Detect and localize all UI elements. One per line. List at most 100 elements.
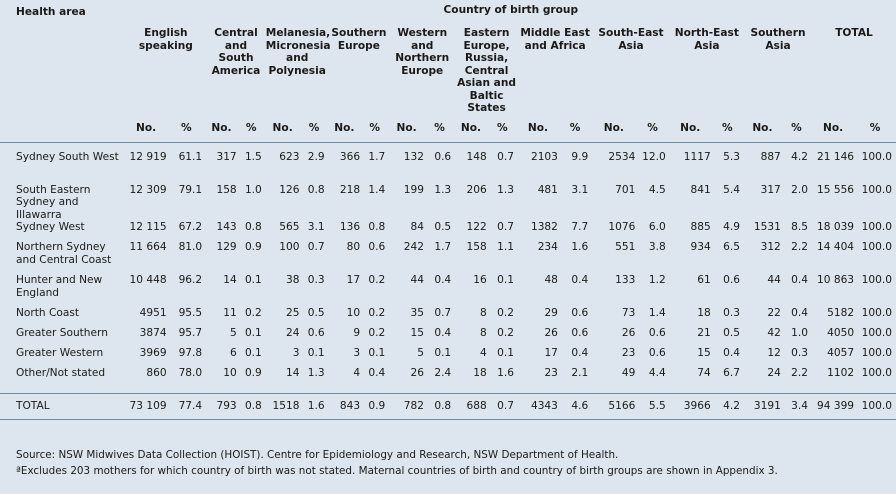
count-cell: 158 bbox=[216, 183, 237, 196]
count-cell: 4343 bbox=[517, 392, 562, 420]
percent-cell: 0.6 bbox=[307, 327, 325, 339]
percent-cell: 9.9 bbox=[571, 150, 589, 163]
count-cell: 25 bbox=[285, 307, 300, 319]
percent-cell: 100.0 bbox=[861, 274, 892, 286]
pct-subheader: % bbox=[561, 118, 593, 143]
pct-subheader: % bbox=[240, 118, 266, 143]
count-cell: 4951 bbox=[139, 307, 167, 319]
percent-cell: 5.5 bbox=[639, 392, 670, 420]
percent-cell: 61.1 bbox=[178, 150, 203, 163]
count-cell: 21 146 bbox=[816, 150, 855, 163]
count-cell: 4057 bbox=[827, 347, 855, 359]
subheader-blank bbox=[0, 118, 126, 143]
percent-cell: 1.0 bbox=[791, 327, 809, 339]
count-cell: 132 bbox=[403, 150, 424, 163]
percent-cell: 0.2 bbox=[368, 274, 386, 286]
count-cell: 143 bbox=[216, 221, 237, 233]
percent-cell: 0.5 bbox=[723, 327, 740, 339]
count-cell: 48 bbox=[544, 274, 558, 286]
percent-cell: 0.6 bbox=[648, 347, 666, 359]
count-cell: 14 bbox=[223, 274, 237, 286]
column-header: South-East Asia bbox=[598, 27, 664, 52]
count-cell: 3 bbox=[353, 347, 361, 359]
count-cell: 16 bbox=[473, 274, 487, 286]
count-cell: 17 bbox=[346, 274, 361, 286]
count-cell: 1117 bbox=[683, 150, 711, 163]
health-area-cell: Other/Not stated bbox=[16, 367, 106, 379]
count-cell: 61 bbox=[697, 274, 711, 286]
percent-cell: 0.6 bbox=[434, 150, 452, 163]
count-cell: 206 bbox=[466, 183, 487, 196]
percent-cell: 100.0 bbox=[858, 392, 896, 420]
percent-cell: 3.8 bbox=[648, 241, 666, 253]
percent-cell: 0.4 bbox=[571, 347, 589, 359]
percent-cell: 0.1 bbox=[244, 347, 262, 359]
percent-cell: 1.3 bbox=[497, 183, 514, 196]
count-cell: 4 bbox=[480, 347, 487, 359]
count-cell: 133 bbox=[615, 274, 636, 286]
count-cell: 23 bbox=[621, 347, 636, 359]
percent-cell: 1.5 bbox=[244, 150, 262, 163]
count-cell: 3874 bbox=[139, 327, 167, 339]
no-subheader: No. bbox=[206, 118, 241, 143]
column-header: English speaking bbox=[138, 27, 193, 52]
percent-cell: 0.3 bbox=[791, 347, 809, 359]
percent-cell: 0.6 bbox=[368, 241, 386, 253]
count-cell: 701 bbox=[615, 183, 636, 196]
percent-cell: 2.0 bbox=[791, 183, 809, 196]
percent-cell: 100.0 bbox=[861, 150, 892, 163]
count-cell: 73 109 bbox=[125, 392, 171, 420]
percent-cell: 1.2 bbox=[648, 274, 666, 286]
count-cell: 100 bbox=[279, 241, 300, 253]
count-cell: 14 404 bbox=[816, 241, 855, 253]
count-cell: 21 bbox=[697, 327, 711, 339]
percent-cell: 3.4 bbox=[784, 392, 813, 420]
percent-cell: 100.0 bbox=[861, 327, 892, 339]
percent-cell: 0.3 bbox=[723, 307, 740, 319]
percent-cell: 0.1 bbox=[368, 347, 386, 359]
count-cell: 793 bbox=[206, 392, 241, 420]
pct-subheader: % bbox=[490, 118, 518, 143]
no-subheader: No. bbox=[592, 118, 640, 143]
percent-cell: 0.4 bbox=[434, 327, 452, 339]
count-cell: 136 bbox=[339, 221, 361, 233]
percent-cell: 6.5 bbox=[723, 241, 740, 253]
count-cell: 18 039 bbox=[816, 221, 855, 233]
count-cell: 44 bbox=[767, 274, 781, 286]
no-subheader: No. bbox=[744, 118, 785, 143]
count-cell: 885 bbox=[690, 221, 711, 233]
table-row: Greater Southern 3874 95.7 5 0.1 24 0.6 9 0.2 15 0… bbox=[0, 327, 896, 347]
count-cell: 15 bbox=[410, 327, 424, 339]
count-cell: 148 bbox=[466, 150, 487, 163]
percent-cell: 7.7 bbox=[571, 221, 589, 233]
count-cell: 234 bbox=[537, 241, 558, 253]
column-header: Southern Asia bbox=[750, 27, 806, 52]
count-cell: 2534 bbox=[608, 150, 636, 163]
percent-cell: 4.6 bbox=[561, 392, 593, 420]
count-cell: 18 bbox=[697, 307, 711, 319]
count-cell: 8 bbox=[480, 327, 487, 339]
table-row: Sydney South West 12 919 61.1 317 1.5 623 2.9 3… bbox=[0, 151, 896, 184]
no-subheader: No. bbox=[265, 118, 304, 143]
count-cell: 9 bbox=[353, 327, 361, 339]
count-cell: 4050 bbox=[827, 327, 855, 339]
count-cell: 6 bbox=[229, 347, 237, 359]
count-cell: 841 bbox=[690, 183, 711, 196]
table-row: North Coast 4951 95.5 11 0.2 25 0.5 10 0.2 35 0.7 8… bbox=[0, 307, 896, 327]
source-note: Source: NSW Midwives Data Collection (HO… bbox=[16, 449, 619, 461]
footer: Source: NSW Midwives Data Collection (HO… bbox=[16, 448, 886, 479]
percent-cell: 0.7 bbox=[307, 241, 325, 253]
count-cell: 94 399 bbox=[812, 392, 859, 420]
percent-cell: 97.8 bbox=[178, 347, 203, 359]
percent-cell: 0.9 bbox=[244, 367, 262, 379]
table-row: Greater Western 3969 97.8 6 0.1 3 0.1 3 0.1 5 0.1 4… bbox=[0, 347, 896, 367]
percent-cell: 0.8 bbox=[307, 183, 325, 196]
percent-cell: 0.4 bbox=[723, 347, 740, 359]
percent-cell: 8.5 bbox=[791, 221, 809, 233]
percent-cell: 100.0 bbox=[861, 183, 892, 196]
percent-cell: 0.4 bbox=[791, 274, 809, 286]
health-area-cell: Greater Western bbox=[16, 347, 104, 359]
no-subheader: No. bbox=[125, 118, 171, 143]
column-header: Eastern Europe, Russia, Central Asian an… bbox=[457, 27, 516, 114]
